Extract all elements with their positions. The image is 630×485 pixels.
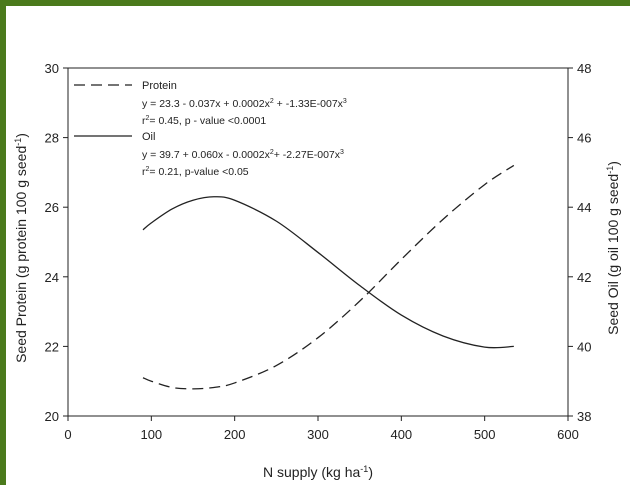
chart: 0 100 200 300 400 500 600 20 22 24 26 28 30 38 40 42 44 4… — [13, 61, 621, 480]
y-right-tick-label: 42 — [577, 270, 591, 285]
series-line-oil — [142, 196, 514, 349]
series-lines — [142, 164, 515, 390]
y-right-tick-label: 40 — [577, 339, 591, 354]
y-left-tick-label: 24 — [45, 270, 59, 285]
legend: Protein y = 23.3 - 0.037x + 0.0002x2 + -… — [74, 80, 347, 178]
y-left-tick-label: 28 — [45, 131, 59, 146]
x-tick-label: 0 — [64, 427, 71, 442]
y-left-axis-title: Seed Protein (g protein 100 g seed-1) — [13, 133, 29, 363]
x-tick-label: 500 — [474, 427, 496, 442]
y-right-tick-label: 46 — [577, 131, 591, 146]
y-right-tick-label: 44 — [577, 200, 591, 215]
y-left-tick-label: 26 — [45, 200, 59, 215]
y-left-tick-label: 22 — [45, 339, 59, 354]
y-left-tick-label: 20 — [45, 409, 59, 424]
axes — [63, 67, 573, 421]
oil-equation: y = 39.7 + 0.060x - 0.0002x2+ -2.27E-007… — [142, 149, 344, 161]
x-tick-label: 200 — [224, 427, 246, 442]
series-line-protein — [142, 164, 515, 390]
x-tick-label: 600 — [557, 427, 579, 442]
x-tick-label: 100 — [140, 427, 162, 442]
oil-stats: r2= 0.21, p-value <0.05 — [142, 166, 249, 178]
legend-oil-label: Oil — [142, 131, 155, 143]
x-axis-title: N supply (kg ha-1) — [263, 464, 373, 480]
chart-frame: 0 100 200 300 400 500 600 20 22 24 26 28 30 38 40 42 44 4… — [6, 6, 630, 485]
tick-labels: 0 100 200 300 400 500 600 20 22 24 26 28 30 38 40 42 44 4… — [45, 61, 592, 442]
y-right-axis-title: Seed Oil (g oil 100 g seed-1) — [605, 161, 621, 335]
y-left-tick-label: 30 — [45, 61, 59, 76]
protein-equation: y = 23.3 - 0.037x + 0.0002x2 + -1.33E-00… — [142, 98, 347, 110]
y-right-tick-label: 38 — [577, 409, 591, 424]
y-right-tick-label: 48 — [577, 61, 591, 76]
protein-stats: r2= 0.45, p - value <0.0001 — [142, 115, 266, 127]
x-tick-label: 400 — [390, 427, 412, 442]
legend-protein-label: Protein — [142, 80, 177, 92]
x-tick-label: 300 — [307, 427, 329, 442]
